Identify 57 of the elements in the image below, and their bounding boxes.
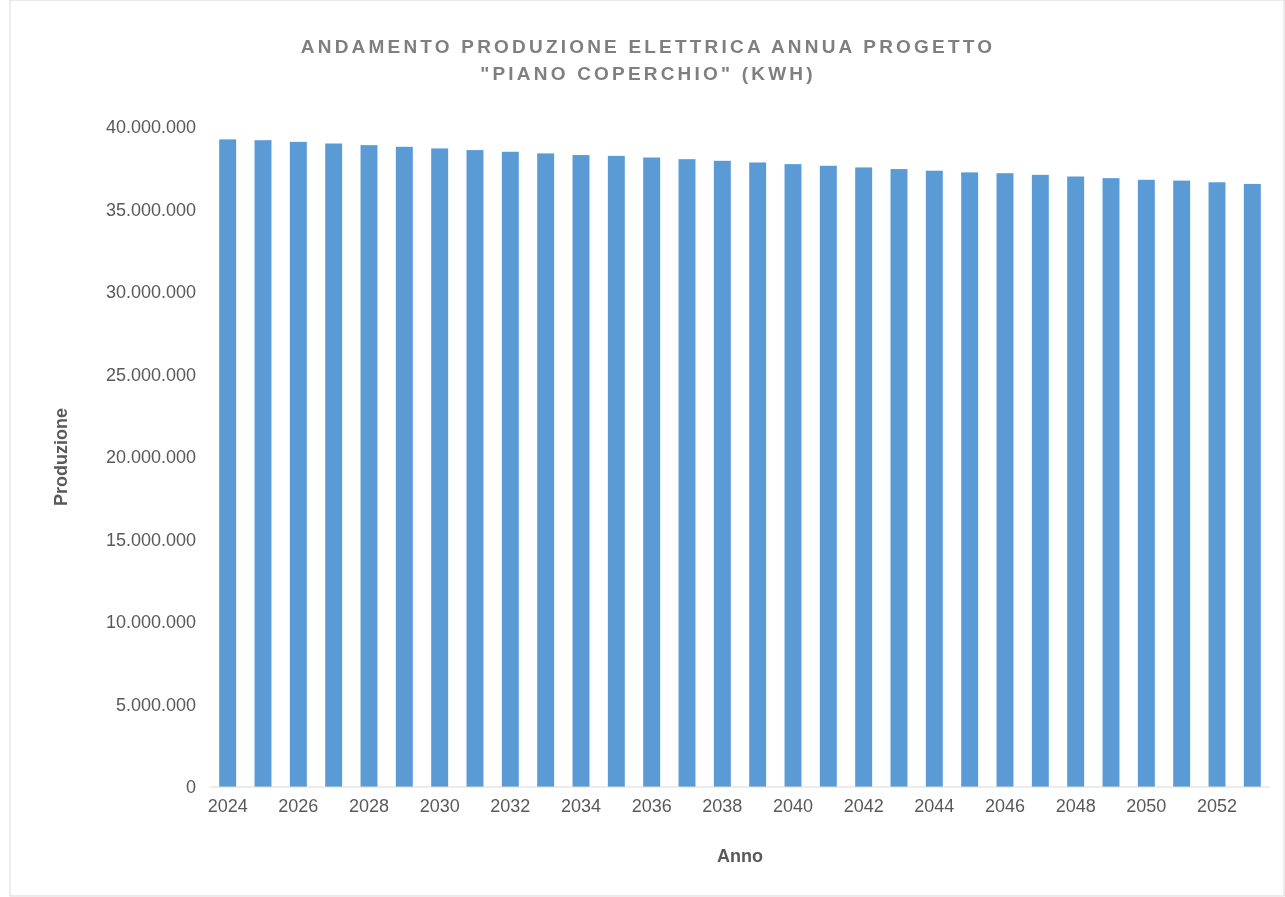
x-tick-label: 2046 (984, 795, 1026, 816)
bar (1137, 179, 1155, 787)
y-axis-title: Produzione (51, 408, 71, 506)
y-tick-label: 35.000.000 (105, 199, 196, 220)
x-tick-label: 2048 (1055, 795, 1096, 816)
bar (749, 162, 767, 787)
bar (572, 155, 590, 787)
y-tick-label: 20.000.000 (105, 447, 196, 468)
x-tick-label: 2044 (914, 795, 955, 816)
x-tick-label: 2026 (278, 795, 319, 816)
bar (855, 167, 873, 787)
x-tick-label: 2050 (1126, 795, 1167, 816)
bar (466, 150, 484, 787)
x-tick-label: 2052 (1196, 795, 1238, 816)
bar (1067, 176, 1085, 787)
x-tick-label: 2024 (207, 795, 248, 816)
bar (1208, 182, 1226, 787)
x-tick-label: 2028 (348, 795, 390, 816)
bar (961, 172, 979, 787)
y-tick-label: 10.000.000 (105, 612, 196, 633)
bar (1102, 178, 1120, 787)
bar (643, 157, 661, 787)
bar (501, 151, 519, 787)
bar (289, 141, 307, 787)
bar (360, 145, 378, 787)
x-tick-label: 2030 (419, 795, 460, 816)
bar (925, 170, 943, 787)
bar (784, 164, 802, 787)
x-tick-label: 2034 (560, 795, 602, 816)
y-tick-label: 25.000.000 (105, 364, 196, 385)
y-tick-label: 0 (185, 777, 196, 798)
bar (890, 169, 908, 787)
bar (678, 159, 696, 787)
x-tick-label: 2040 (772, 795, 814, 816)
y-tick-label: 5.000.000 (115, 694, 196, 715)
x-tick-label: 2042 (843, 795, 884, 816)
y-tick-label: 15.000.000 (105, 529, 196, 550)
x-tick-label: 2032 (490, 795, 531, 816)
bar (1173, 180, 1191, 787)
bar (537, 153, 555, 787)
bar (431, 148, 449, 787)
bar (1243, 183, 1261, 787)
bar (996, 173, 1014, 787)
bar (819, 165, 837, 787)
bar (395, 146, 413, 787)
x-tick-label: 2038 (702, 795, 743, 816)
bar (607, 155, 625, 787)
y-tick-label: 30.000.000 (105, 282, 196, 303)
x-axis-title: Anno (717, 846, 763, 866)
y-tick-label: 40.000.000 (105, 117, 196, 138)
bar (1031, 174, 1049, 787)
bar (325, 143, 343, 787)
bar (254, 140, 272, 787)
bar (219, 139, 237, 787)
bar (713, 160, 731, 787)
x-tick-label: 2036 (631, 795, 672, 816)
chart-title: ANDAMENTO PRODUZIONE ELETTRICA ANNUA PROGETTO "PIANO COPERCHIO" (KWH) (300, 36, 996, 84)
